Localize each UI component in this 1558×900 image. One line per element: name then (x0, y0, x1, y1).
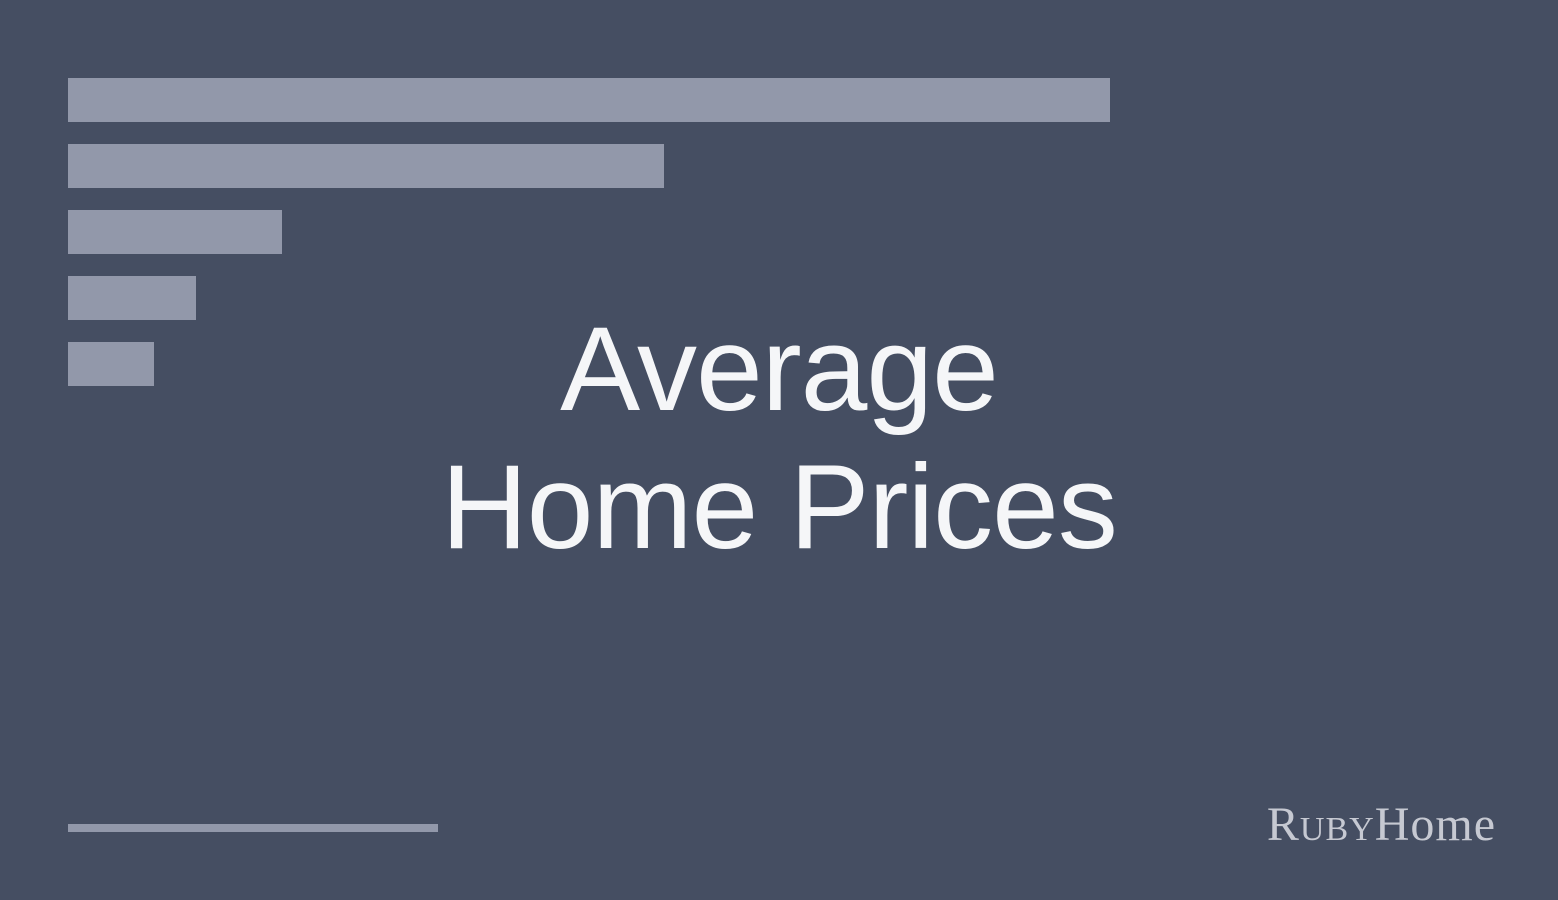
bar-2 (68, 144, 664, 188)
main-title: Average Home Prices (0, 300, 1558, 576)
decorative-underline (68, 824, 438, 832)
title-line-2: Home Prices (441, 440, 1117, 574)
logo-home: Home (1375, 798, 1496, 851)
logo-ruby: Ruby (1267, 798, 1375, 851)
infographic-canvas: Average Home Prices RubyHome (0, 0, 1558, 900)
bar-3 (68, 210, 282, 254)
rubyhome-logo: RubyHome (1267, 797, 1496, 852)
bar-1 (68, 78, 1110, 122)
title-line-1: Average (560, 302, 998, 436)
